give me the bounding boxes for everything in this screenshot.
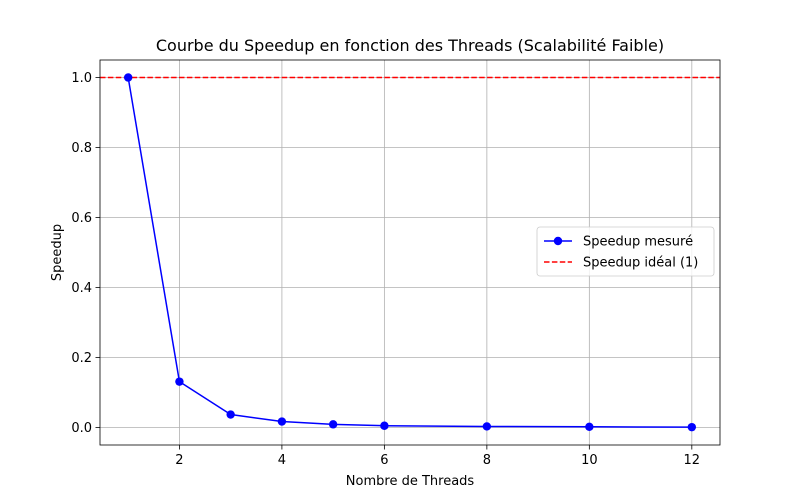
x-axis-label: Nombre de Threads	[346, 474, 475, 489]
legend-label-measured: Speedup mesuré	[583, 235, 693, 250]
x-tick-label: 2	[175, 453, 183, 468]
y-tick-label: 0.4	[71, 281, 92, 296]
chart-title: Courbe du Speedup en fonction des Thread…	[156, 36, 664, 55]
y-tick-label: 0.8	[71, 141, 92, 156]
x-tick-label: 4	[278, 453, 286, 468]
data-point-measured	[123, 73, 133, 82]
data-point-measured	[175, 377, 184, 386]
legend-box	[536, 226, 715, 277]
x-tick-label: 6	[380, 453, 388, 468]
data-point-measured	[277, 417, 287, 426]
data-point-measured	[585, 422, 594, 431]
x-tick-label: 10	[581, 453, 598, 468]
data-point-measured	[328, 420, 338, 429]
data-point-measured	[226, 410, 235, 419]
y-axis-label: Speedup	[50, 224, 65, 281]
y-tick-label: 0.0	[71, 421, 92, 436]
data-point-measured	[380, 421, 389, 430]
x-tick-label: 12	[684, 453, 701, 468]
x-tick-label: 8	[483, 453, 491, 468]
plot-series	[100, 73, 720, 432]
legend: Speedup mesuré Speedup idéal (1)	[536, 226, 715, 277]
data-point-measured	[482, 422, 492, 431]
legend-label-ideal: Speedup idéal (1)	[583, 256, 698, 271]
plot-frame	[99, 59, 721, 446]
y-tick-label: 0.2	[71, 351, 92, 366]
y-tick-label: 0.6	[71, 211, 92, 226]
data-point-measured	[687, 422, 697, 432]
legend-marker-measured	[553, 236, 563, 246]
axis-ticks: 2 4 6 8 10 12 0.0 0.2 0.4 0.6 0.8 1.0	[71, 71, 700, 468]
y-tick-label: 1.0	[71, 71, 92, 86]
